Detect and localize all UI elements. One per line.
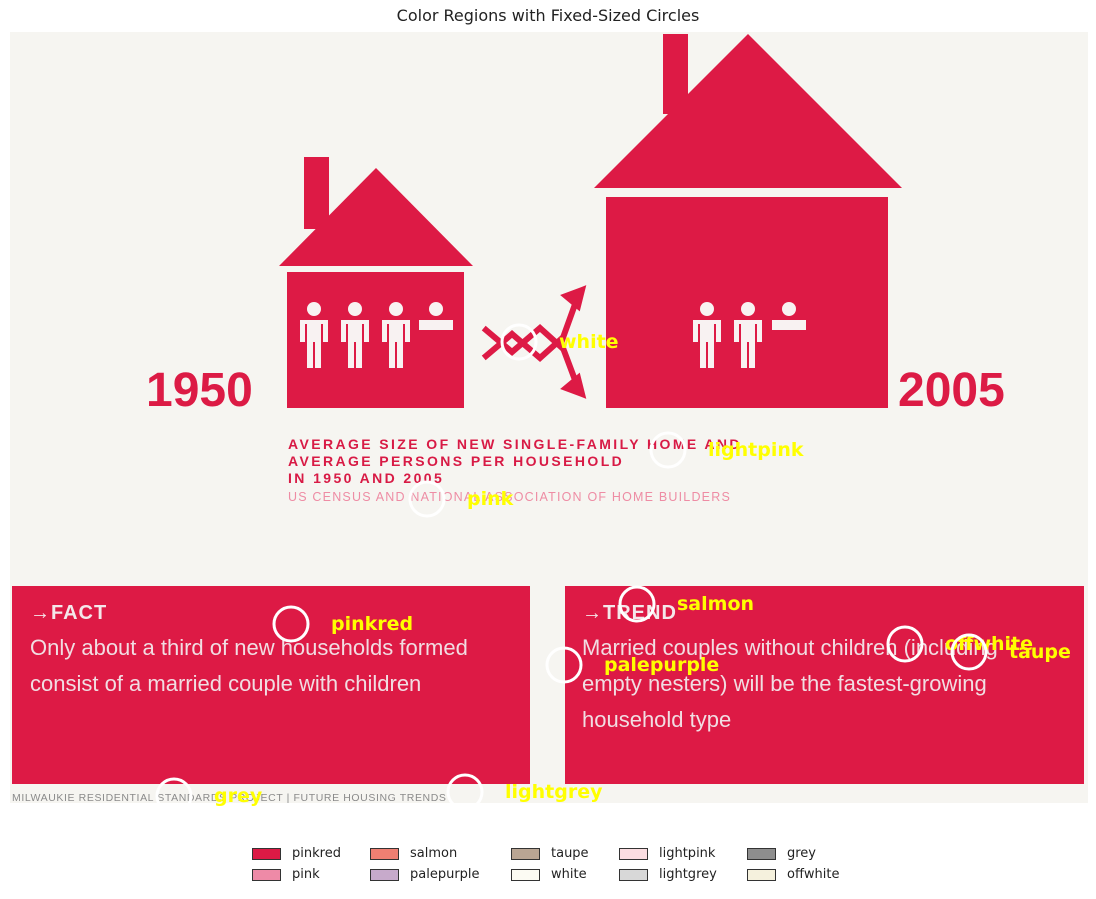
poster-title-line-3: IN 1950 AND 2005 [288, 470, 444, 486]
legend-swatch [619, 869, 648, 881]
child-body [419, 320, 453, 330]
marker-label-taupe: taupe [1009, 641, 1071, 663]
legend-swatch [511, 848, 540, 860]
marker-label-lightgrey: lightgrey [505, 781, 603, 803]
legend: pinkred pink salmon palepurple taupe white lig… [252, 846, 872, 890]
person-head [389, 302, 403, 316]
person-body [382, 320, 410, 368]
legend-swatch [252, 848, 281, 860]
people-icons [300, 302, 806, 368]
person-head [307, 302, 321, 316]
legend-label: lightgrey [659, 867, 717, 882]
poster-title-line-1: AVERAGE SIZE OF NEW SINGLE-FAMILY HOME A… [288, 436, 742, 452]
legend-label: pink [292, 867, 320, 882]
chart-title: Color Regions with Fixed-Sized Circles [396, 6, 700, 25]
person-head [700, 302, 714, 316]
legend-label: taupe [551, 846, 589, 861]
marker-label-offwhite: offwhite [945, 633, 1033, 655]
fact-heading: →FACT [30, 602, 107, 624]
child-body [772, 320, 806, 330]
legend-label: palepurple [410, 867, 480, 882]
person-head [348, 302, 362, 316]
trend-box [565, 586, 1084, 784]
person-body [693, 320, 721, 368]
year-2005-label: 2005 [898, 364, 1005, 417]
marker-circle-offwhite [886, 625, 924, 663]
marker-circle-salmon [618, 585, 656, 623]
person-body [341, 320, 369, 368]
trend-line-3: household type [582, 707, 731, 732]
legend-label: lightpink [659, 846, 716, 861]
trend-line-1: Married couples without children (includ… [582, 635, 998, 660]
legend-label: salmon [410, 846, 458, 861]
child-head [782, 302, 796, 316]
fact-line-1: Only about a third of new households for… [30, 635, 468, 660]
legend-label: pinkred [292, 846, 341, 861]
fact-box [12, 586, 530, 784]
poster-source: US CENSUS AND NATIONAL ASSOCIATION OF HO… [288, 490, 731, 504]
legend-swatch [747, 869, 776, 881]
legend-swatch [747, 848, 776, 860]
marker-circle-pink [408, 480, 446, 518]
legend-swatch [252, 869, 281, 881]
marker-label-grey: grey [214, 785, 263, 807]
marker-circle-lightpink [649, 431, 687, 469]
marker-circle-white [500, 323, 538, 361]
marker-label-pinkred: pinkred [331, 613, 413, 635]
marker-label-lightpink: lightpink [708, 439, 804, 461]
trend-line-2: empty nesters) will be the fastest-growi… [582, 671, 987, 696]
legend-swatch [619, 848, 648, 860]
fact-line-2: consist of a married couple with childre… [30, 671, 421, 696]
marker-circle-grey [155, 777, 193, 815]
large-house-icon [594, 34, 902, 408]
poster-title-line-2: AVERAGE PERSONS PER HOUSEHOLD [288, 453, 624, 469]
legend-label: white [551, 867, 587, 882]
marker-label-palepurple: palepurple [604, 654, 719, 676]
legend-swatch [511, 869, 540, 881]
marker-label-white: white [559, 331, 619, 353]
child-head [429, 302, 443, 316]
legend-swatch [370, 848, 399, 860]
person-head [741, 302, 755, 316]
marker-circle-lightgrey [446, 773, 484, 811]
marker-label-salmon: salmon [677, 593, 754, 615]
poster-footer: MILWAUKIE RESIDENTIAL STANDARDS PROJECT … [12, 792, 447, 804]
legend-swatch [370, 869, 399, 881]
marker-circle-taupe [950, 633, 988, 671]
marker-label-pink: pink [467, 488, 514, 510]
year-1950-label: 1950 [146, 364, 253, 417]
person-body [300, 320, 328, 368]
legend-label: grey [787, 846, 817, 861]
marker-layer: white lightpink pink salmon pinkred offwhitet… [155, 323, 1071, 815]
marker-circle-pinkred [272, 605, 310, 643]
legend-label: offwhite [787, 867, 840, 882]
person-body [734, 320, 762, 368]
marker-circle-palepurple [545, 646, 583, 684]
